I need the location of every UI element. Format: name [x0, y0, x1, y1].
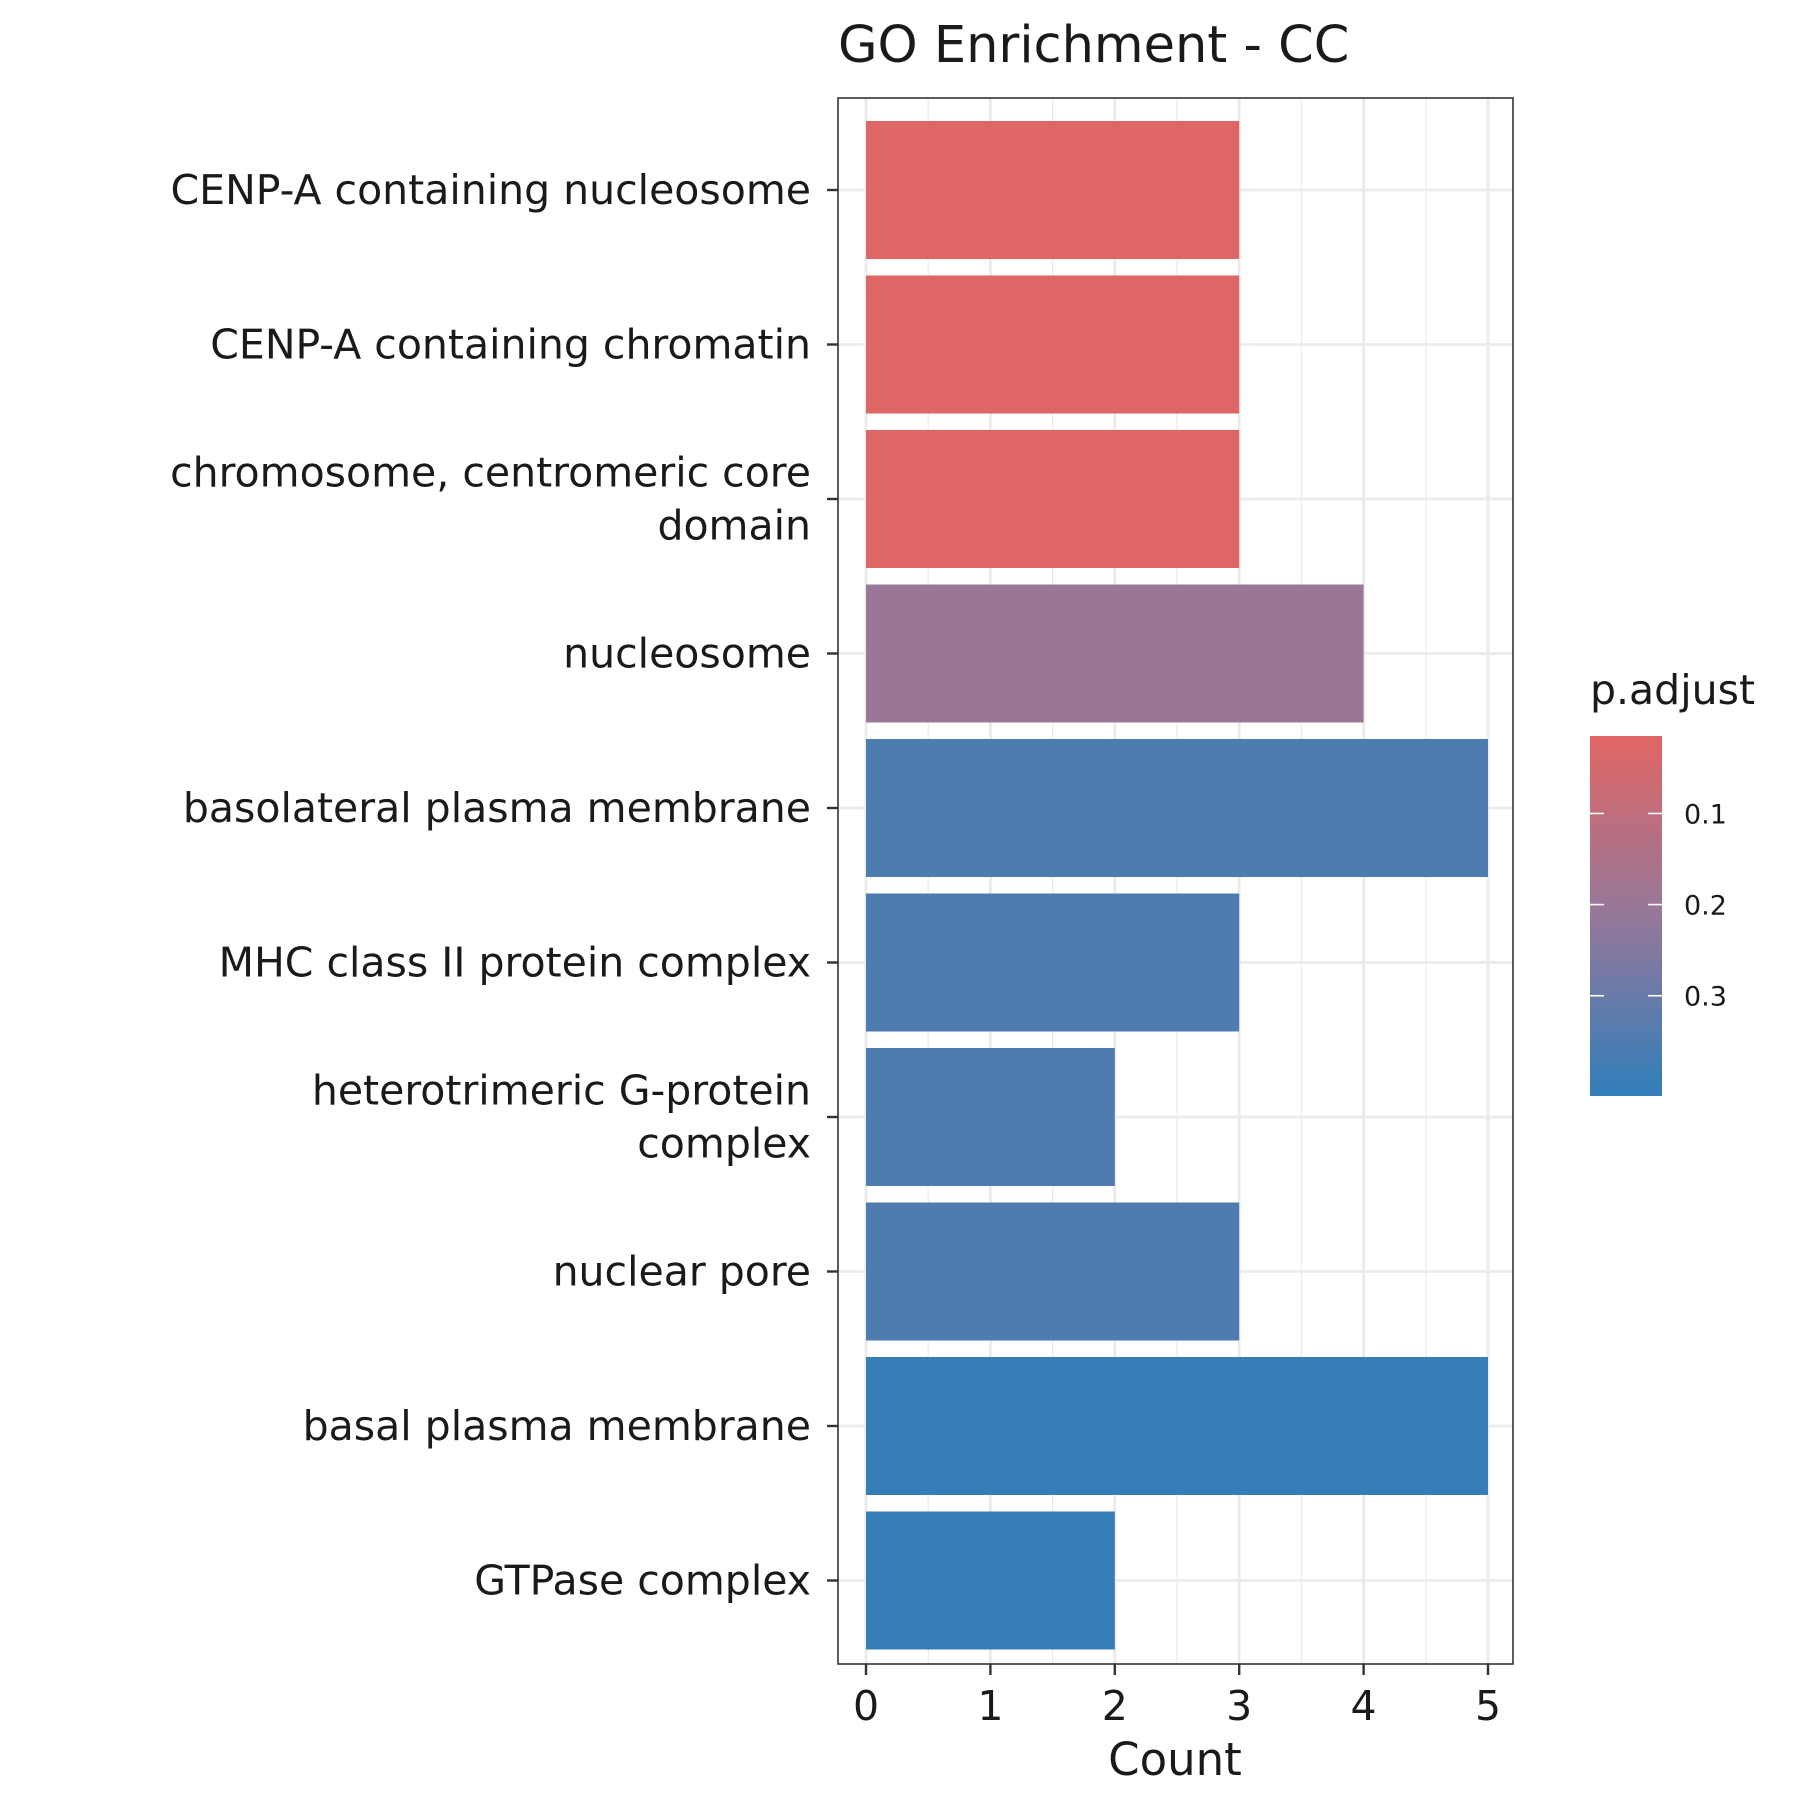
x-tick-label: 2 [1102, 1682, 1128, 1730]
category-label: basolateral plasma membrane [183, 784, 811, 832]
x-tick-label: 1 [977, 1682, 1003, 1730]
legend: p.adjust 0.1 0.2 0.3 [1590, 666, 1755, 1096]
bar [866, 1357, 1488, 1495]
bar [866, 275, 1240, 414]
plot-border [837, 97, 1514, 1665]
legend-tick-label: 0.1 [1684, 799, 1727, 830]
bar [866, 1048, 1115, 1186]
category-label: nucleosome [563, 630, 811, 678]
category-label: heterotrimeric G-protein complex [312, 1067, 811, 1168]
x-tick-label: 5 [1475, 1682, 1501, 1730]
bar [866, 584, 1364, 723]
legend-tick-label: 0.3 [1684, 982, 1727, 1013]
bar [866, 430, 1240, 568]
bar [866, 1511, 1115, 1650]
bar [866, 121, 1240, 259]
legend-tick-label: 0.2 [1684, 891, 1727, 922]
bar [866, 739, 1488, 877]
x-axis: 0 1 2 3 4 5 [853, 1664, 1501, 1730]
category-label: CENP-A containing nucleosome [171, 166, 811, 214]
category-label: CENP-A containing chromatin [210, 321, 811, 369]
x-tick-label: 4 [1351, 1682, 1377, 1730]
category-label: chromosome, centromeric core domain [170, 449, 811, 550]
bar [866, 1202, 1240, 1341]
x-tick-label: 3 [1226, 1682, 1252, 1730]
bar [866, 893, 1240, 1032]
bars [866, 121, 1488, 1650]
legend-title: p.adjust [1590, 666, 1755, 714]
category-label: nuclear pore [553, 1248, 811, 1296]
y-axis: CENP-A containing nucleosome CENP-A conta… [170, 166, 838, 1605]
x-axis-title: Count [1108, 1733, 1242, 1786]
category-label: basal plasma membrane [303, 1402, 811, 1450]
x-tick-label: 0 [853, 1682, 879, 1730]
legend-colorbar [1590, 736, 1662, 1096]
legend-ticks: 0.1 0.2 0.3 [1590, 799, 1727, 1013]
category-label: MHC class II protein complex [219, 939, 811, 987]
category-label: GTPase complex [474, 1557, 811, 1605]
chart-title: GO Enrichment - CC [838, 16, 1349, 75]
